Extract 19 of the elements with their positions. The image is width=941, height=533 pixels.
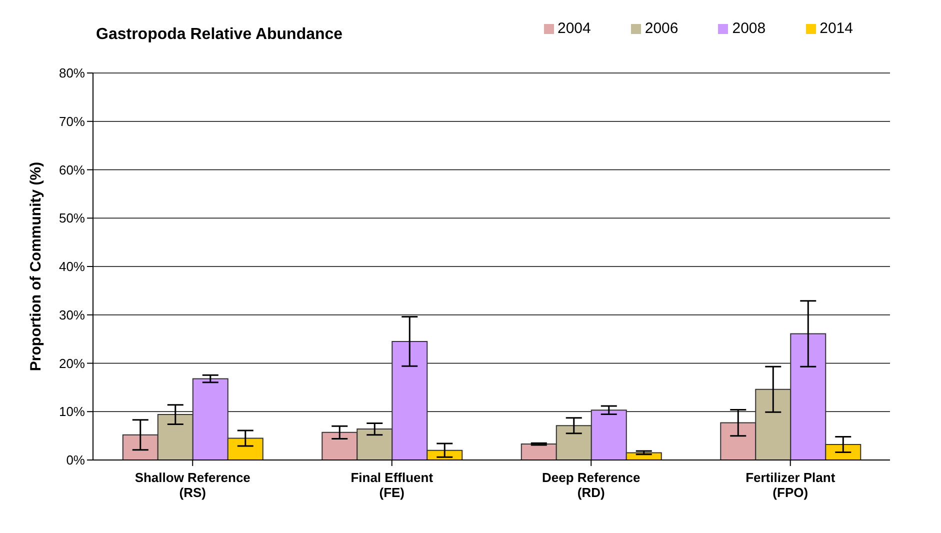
y-tick-label: 0% (66, 452, 86, 468)
legend-label: 2014 (820, 20, 853, 37)
legend-label: 2008 (732, 20, 766, 37)
y-tick-label: 70% (58, 114, 86, 129)
x-tick-label: Deep Reference (RD) (542, 470, 640, 500)
x-tick-label: Shallow Reference (RS) (134, 470, 250, 500)
legend-label: 2006 (644, 20, 678, 37)
y-tick-label: 40% (58, 259, 86, 274)
y-tick-label: 80% (58, 66, 86, 81)
legend-label: 2004 (558, 20, 591, 37)
y-tick-label: 30% (58, 307, 86, 322)
y-tick-label: 20% (58, 356, 86, 371)
y-tick-label: 10% (58, 404, 86, 420)
chart-title: Gastropoda Relative Abundance (96, 26, 343, 44)
x-tick-label: Fertilizer Plant (FPO) (746, 470, 836, 500)
y-tick-label: 50% (58, 210, 86, 226)
y-axis-title: Proportion of Community (%) (27, 162, 44, 372)
x-tick-label: Final Effluent (FE) (350, 470, 434, 500)
y-tick-label: 60% (58, 162, 86, 178)
